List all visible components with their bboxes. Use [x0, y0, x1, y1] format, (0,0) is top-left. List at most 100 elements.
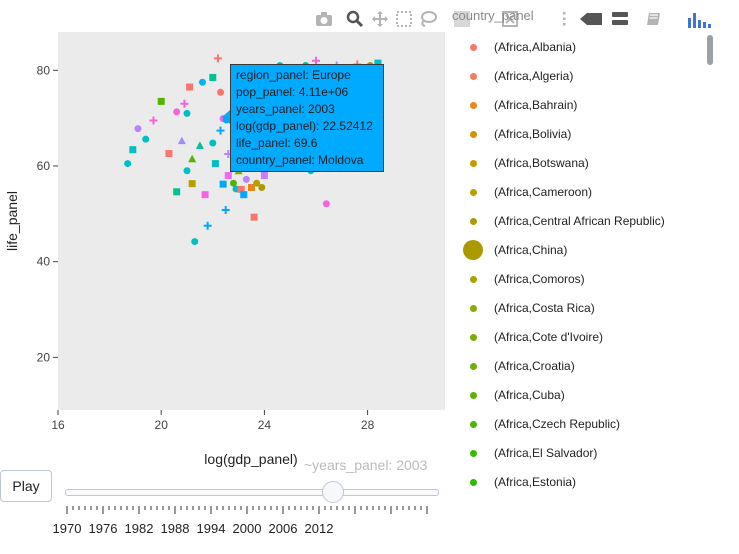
legend-item[interactable]: (Africa,Cote d'Ivoire)	[458, 324, 698, 353]
data-point[interactable]	[211, 160, 219, 168]
x-axis: 16 20 24 28	[51, 410, 375, 432]
legend-item[interactable]: (Africa,Czech Republic)	[458, 411, 698, 440]
data-point[interactable]	[253, 179, 261, 187]
data-point[interactable]	[237, 185, 245, 193]
y-tick-label: 60	[37, 159, 51, 173]
slider-year-label: 2006	[269, 521, 298, 536]
data-point[interactable]	[188, 154, 197, 163]
legend-item[interactable]: (Africa,Botswana)	[458, 150, 698, 179]
data-point[interactable]	[221, 205, 230, 214]
x-tick-label: 28	[361, 418, 375, 432]
year-slider-track[interactable]	[65, 489, 439, 496]
data-point[interactable]	[217, 88, 225, 96]
zoom-icon[interactable]	[345, 9, 365, 29]
x-axis-title: log(gdp_panel)	[204, 451, 297, 467]
legend-item[interactable]: (Africa,Central African Republic)	[458, 208, 698, 237]
data-point[interactable]	[374, 59, 382, 67]
x-tick-label: 16	[51, 418, 65, 432]
box-select-icon[interactable]	[394, 9, 414, 29]
data-point[interactable]	[149, 116, 158, 125]
data-point[interactable]	[248, 184, 255, 192]
data-point[interactable]	[209, 73, 217, 81]
legend-label: (Africa,Estonia)	[494, 475, 577, 489]
data-point[interactable]	[191, 238, 199, 246]
data-point[interactable]	[183, 109, 191, 117]
legend-label: (Africa,Algeria)	[494, 69, 574, 83]
legend-label: (Africa,Comoros)	[494, 272, 585, 286]
spike-lines-icon[interactable]	[578, 9, 604, 29]
legend-item[interactable]: (Africa,Cameroon)	[458, 179, 698, 208]
legend-item[interactable]: (Africa,Algeria)	[458, 63, 698, 92]
data-point[interactable]	[213, 54, 222, 63]
data-point[interactable]	[195, 141, 204, 149]
legend-item[interactable]: (Africa,Croatia)	[458, 353, 698, 382]
legend-marker	[469, 275, 477, 283]
data-point[interactable]	[216, 126, 225, 135]
year-slider-handle[interactable]	[321, 481, 344, 503]
y-tick-label: 80	[37, 63, 51, 77]
zoom-out-icon[interactable]	[500, 9, 520, 29]
data-point[interactable]	[186, 83, 194, 91]
data-point[interactable]	[203, 221, 212, 230]
data-point[interactable]	[258, 184, 266, 192]
legend-item[interactable]: (Africa,Costa Rica)	[458, 295, 698, 324]
legend-item[interactable]: (Africa,Albania)	[458, 34, 698, 63]
legend[interactable]: (Africa,Albania) (Africa,Algeria) (Africa,…	[458, 34, 703, 514]
legend-item[interactable]: (Africa,Cuba)	[458, 382, 698, 411]
data-point[interactable]	[209, 139, 217, 147]
data-point[interactable]	[250, 213, 258, 221]
points-layer	[124, 54, 382, 246]
data-point[interactable]	[188, 180, 196, 188]
hover-life: life_panel: 69.6	[236, 136, 318, 150]
data-point[interactable]	[173, 188, 181, 196]
legend-marker	[469, 130, 477, 138]
data-point[interactable]	[219, 180, 227, 188]
autoscale-icon[interactable]	[554, 9, 574, 29]
legend-marker	[469, 101, 477, 109]
plotly-logo-icon[interactable]	[686, 9, 714, 29]
data-point[interactable]	[240, 191, 248, 199]
pan-icon[interactable]	[370, 9, 390, 29]
data-point[interactable]	[180, 99, 189, 108]
data-point[interactable]	[165, 150, 173, 158]
legend-marker	[469, 362, 477, 370]
legend-marker	[469, 333, 477, 341]
legend-marker	[469, 420, 477, 428]
data-point[interactable]	[124, 160, 132, 168]
legend-marker	[469, 304, 477, 312]
data-point[interactable]	[322, 200, 330, 208]
play-button[interactable]: Play	[0, 470, 52, 502]
legend-item[interactable]: (Africa,Bolivia)	[458, 121, 698, 150]
data-point[interactable]	[142, 135, 150, 143]
data-point[interactable]	[157, 97, 165, 105]
data-point[interactable]	[242, 175, 250, 183]
data-point[interactable]	[183, 167, 191, 175]
data-point[interactable]	[173, 108, 181, 116]
slider-ticks: 1970 1976 1982 1988 1994 2000 2006 2012	[53, 506, 428, 536]
legend-item[interactable]: (Africa,Bahrain)	[458, 92, 698, 121]
legend-item[interactable]: (Africa,Comoros)	[458, 266, 698, 295]
zoom-in-icon[interactable]	[452, 9, 472, 29]
camera-icon[interactable]	[314, 9, 334, 29]
hover-compare-icon[interactable]	[610, 9, 630, 29]
data-point[interactable]	[229, 179, 237, 187]
data-point[interactable]	[201, 191, 209, 199]
legend-scrollbar[interactable]	[707, 35, 713, 65]
legend-label: (Africa,Costa Rica)	[494, 301, 595, 315]
legend-item[interactable]: (Africa,El Salvador)	[458, 440, 698, 469]
slider-year-label: 1988	[161, 521, 190, 536]
legend-marker	[469, 449, 477, 457]
legend-item[interactable]: (Africa,Estonia)	[458, 469, 698, 498]
legend-label: (Africa,Cuba)	[494, 388, 565, 402]
data-point[interactable]	[312, 56, 320, 65]
data-point[interactable]	[177, 136, 186, 145]
legend-item[interactable]: (Africa,China)	[458, 237, 698, 266]
data-point[interactable]	[224, 172, 232, 180]
data-point[interactable]	[134, 125, 142, 133]
data-point[interactable]	[260, 172, 268, 180]
hover-year: years_panel: 2003	[236, 102, 335, 116]
data-point[interactable]	[129, 146, 137, 154]
data-point[interactable]	[198, 78, 206, 86]
lasso-icon[interactable]	[418, 9, 438, 29]
book-icon[interactable]	[644, 9, 664, 29]
